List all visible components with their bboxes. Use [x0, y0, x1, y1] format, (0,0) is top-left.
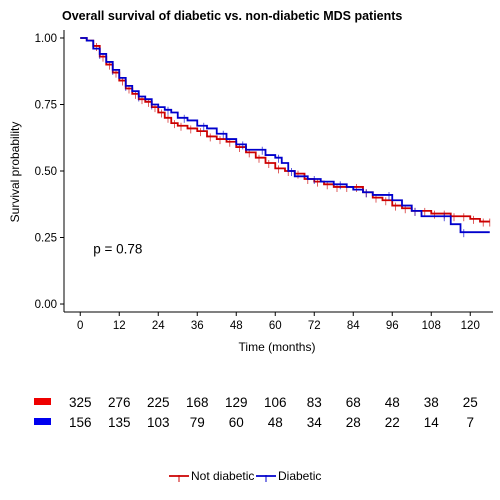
- plot-area: [80, 37, 491, 238]
- risk-count: 129: [225, 395, 248, 410]
- risk-count: 25: [463, 395, 478, 410]
- risk-count: 34: [307, 415, 323, 430]
- risk-count: 325: [69, 395, 92, 410]
- risk-count: 60: [229, 415, 244, 430]
- y-tick-label: 0.75: [35, 99, 57, 111]
- risk-table: 325 276 225 168 129 106 83 68 48 38 25 156 135 103 79 6…: [34, 395, 478, 430]
- risk-count: 22: [385, 415, 400, 430]
- axes: 0.00 0.25 0.50 0.75 1.00 0 12 24 36 48 60 72 84 96 108…: [35, 30, 493, 332]
- risk-count: 28: [346, 415, 361, 430]
- chart-title: Overall survival of diabetic vs. non-dia…: [62, 9, 402, 23]
- x-tick-label: 84: [347, 320, 360, 332]
- y-tick-label: 0.50: [35, 166, 57, 178]
- risk-count: 48: [268, 415, 283, 430]
- risk-row-color-swatch: [34, 418, 51, 425]
- x-tick-label: 72: [308, 320, 321, 332]
- legend-label: Not diabetic: [191, 469, 254, 483]
- x-tick-label: 36: [191, 320, 204, 332]
- risk-row-color-swatch: [34, 398, 51, 405]
- risk-count: 156: [69, 415, 92, 430]
- x-tick-label: 24: [152, 320, 165, 332]
- survival-curve-line: [80, 37, 490, 234]
- risk-count: 68: [346, 395, 361, 410]
- risk-count: 48: [385, 395, 400, 410]
- y-tick-label: 1.00: [35, 33, 57, 45]
- y-tick-label: 0.00: [35, 299, 57, 311]
- risk-count: 276: [108, 395, 131, 410]
- x-tick-label: 120: [461, 320, 480, 332]
- x-axis-title: Time (months): [239, 340, 316, 354]
- risk-count: 14: [424, 415, 440, 430]
- series-diabetic: [80, 37, 490, 238]
- risk-count: 38: [424, 395, 439, 410]
- x-tick-label: 0: [77, 320, 83, 332]
- x-tick-label: 108: [422, 320, 441, 332]
- risk-count: 225: [147, 395, 170, 410]
- x-tick-label: 60: [269, 320, 282, 332]
- x-tick-label: 96: [386, 320, 399, 332]
- legend-label: Diabetic: [278, 469, 321, 483]
- legend: Not diabetic Diabetic: [169, 469, 321, 483]
- x-tick-label: 12: [113, 320, 126, 332]
- risk-count: 103: [147, 415, 170, 430]
- y-axis-title: Survival probability: [8, 122, 22, 223]
- risk-count: 79: [190, 415, 205, 430]
- risk-count: 106: [264, 395, 287, 410]
- survival-curve-line: [80, 37, 490, 223]
- risk-count: 83: [307, 395, 322, 410]
- risk-count: 7: [466, 415, 474, 430]
- y-tick-label: 0.25: [35, 233, 57, 245]
- risk-count: 135: [108, 415, 131, 430]
- x-tick-label: 48: [230, 320, 243, 332]
- risk-count: 168: [186, 395, 209, 410]
- p-value-annotation: p = 0.78: [93, 241, 142, 256]
- series-not-diabetic: [80, 37, 491, 227]
